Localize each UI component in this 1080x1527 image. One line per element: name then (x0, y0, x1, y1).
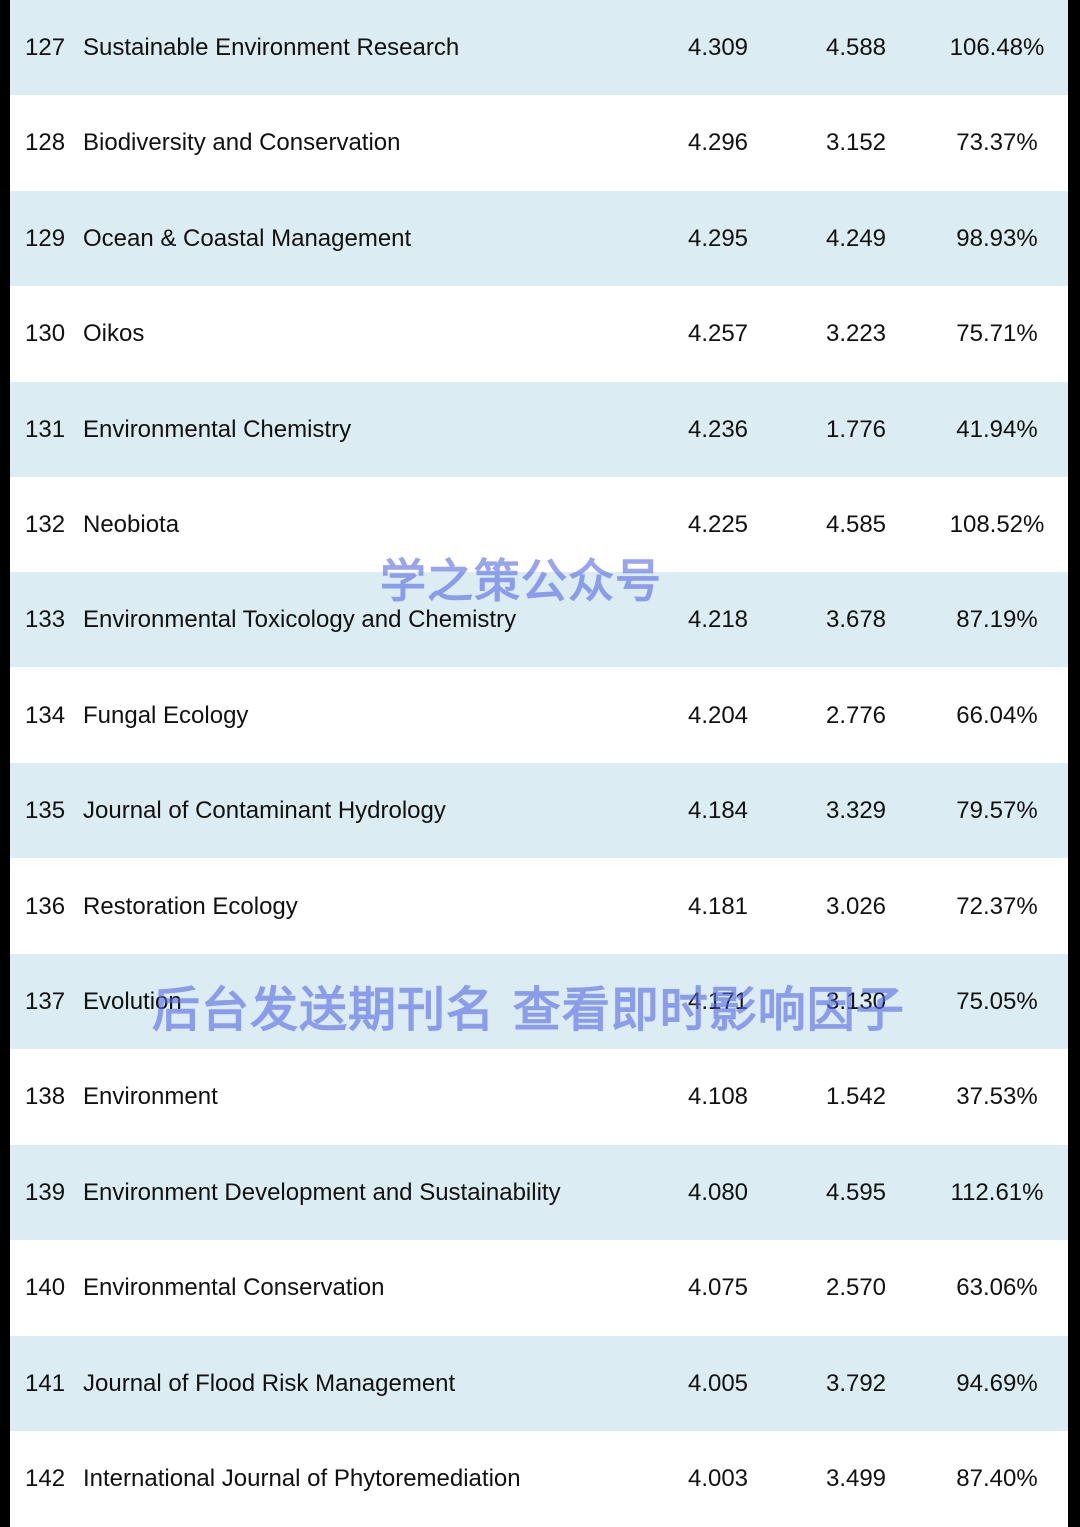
value-cell-2: 1.542 (825, 1083, 887, 1110)
table-row: 141 Journal of Flood Risk Management 4.005… (10, 1336, 1068, 1431)
journal-name-cell: Neobiota (83, 511, 180, 538)
journal-name-cell: Journal of Contaminant Hydrology (83, 797, 446, 824)
value-cell-2: 3.223 (825, 320, 887, 347)
journal-name-cell: Environment Development and Sustainabili… (83, 1179, 561, 1206)
rank-cell: 140 (25, 1274, 66, 1301)
value-cell-1: 4.108 (687, 1083, 749, 1110)
table-row: 142 International Journal of Phytoremedia… (10, 1431, 1068, 1526)
value-cell-1: 4.296 (687, 129, 749, 156)
percent-cell: 66.04% (956, 702, 1038, 729)
journal-name-cell: Restoration Ecology (83, 893, 298, 920)
percent-cell: 75.71% (956, 320, 1038, 347)
table-row: 131 Environmental Chemistry 4.236 1.776 41.9… (10, 382, 1068, 477)
table-row: 132 Neobiota 4.225 4.585 108.52% (10, 477, 1068, 572)
table-row: 130 Oikos 4.257 3.223 75.71% (10, 286, 1068, 381)
value-cell-1: 4.295 (687, 225, 749, 252)
value-cell-2: 4.249 (825, 225, 887, 252)
rank-cell: 142 (25, 1465, 66, 1492)
table-row: 133 Environmental Toxicology and Chemistr… (10, 572, 1068, 667)
value-cell-2: 3.026 (825, 893, 887, 920)
value-cell-1: 4.225 (687, 511, 749, 538)
journal-name-cell: Ocean & Coastal Management (83, 225, 412, 252)
rank-cell: 138 (25, 1083, 66, 1110)
journal-table: 127 Sustainable Environment Research 4.309… (10, 0, 1068, 1527)
journal-name-cell: Environmental Conservation (83, 1274, 385, 1301)
percent-cell: 106.48% (949, 34, 1045, 61)
table-row: 127 Sustainable Environment Research 4.309… (10, 0, 1068, 95)
table-row: 136 Restoration Ecology 4.181 3.026 72.37% (10, 859, 1068, 954)
value-cell-1: 4.075 (687, 1274, 749, 1301)
percent-cell: 73.37% (956, 129, 1038, 156)
table-row: 137 Evolution 4.171 3.130 75.05% (10, 954, 1068, 1049)
value-cell-2: 4.595 (825, 1179, 887, 1206)
table-row: 140 Environmental Conservation 4.075 2.570 6… (10, 1240, 1068, 1335)
percent-cell: 87.19% (956, 606, 1038, 633)
value-cell-1: 4.257 (687, 320, 749, 347)
percent-cell: 41.94% (956, 416, 1038, 443)
percent-cell: 108.52% (949, 511, 1045, 538)
table-row: 129 Ocean & Coastal Management 4.295 4.249 9… (10, 191, 1068, 286)
percent-cell: 112.61% (950, 1179, 1044, 1206)
percent-cell: 63.06% (956, 1274, 1038, 1301)
rank-cell: 134 (25, 702, 66, 729)
rank-cell: 136 (25, 893, 66, 920)
value-cell-1: 4.236 (687, 416, 749, 443)
rank-cell: 139 (25, 1179, 66, 1206)
value-cell-2: 3.152 (825, 129, 887, 156)
value-cell-1: 4.003 (687, 1465, 749, 1492)
value-cell-1: 4.218 (687, 606, 749, 633)
value-cell-2: 1.776 (825, 416, 887, 443)
journal-name-cell: Oikos (83, 320, 145, 347)
value-cell-1: 4.204 (687, 702, 749, 729)
rank-cell: 128 (25, 129, 66, 156)
rank-cell: 133 (25, 606, 66, 633)
table-row: 134 Fungal Ecology 4.204 2.776 66.04% (10, 668, 1068, 763)
percent-cell: 79.57% (956, 797, 1038, 824)
table-row: 139 Environment Development and Sustainab… (10, 1145, 1068, 1240)
table-row: 138 Environment 4.108 1.542 37.53% (10, 1049, 1068, 1144)
value-cell-1: 4.309 (687, 34, 749, 61)
journal-name-cell: Sustainable Environment Research (83, 34, 460, 61)
value-cell-2: 4.588 (825, 34, 887, 61)
value-cell-1: 4.181 (687, 893, 749, 920)
value-cell-1: 4.005 (687, 1370, 749, 1397)
journal-name-cell: Fungal Ecology (83, 702, 249, 729)
value-cell-2: 3.499 (825, 1465, 887, 1492)
value-cell-2: 3.678 (825, 606, 887, 633)
value-cell-2: 3.792 (825, 1370, 887, 1397)
rank-cell: 131 (25, 416, 66, 443)
percent-cell: 75.05% (956, 988, 1038, 1015)
percent-cell: 94.69% (956, 1370, 1038, 1397)
journal-name-cell: Evolution (83, 988, 182, 1015)
percent-cell: 72.37% (956, 893, 1038, 920)
percent-cell: 87.40% (956, 1465, 1038, 1492)
table-row: 135 Journal of Contaminant Hydrology 4.184… (10, 763, 1068, 858)
rank-cell: 132 (25, 511, 66, 538)
rank-cell: 127 (25, 34, 66, 61)
rank-cell: 137 (25, 988, 66, 1015)
value-cell-1: 4.184 (687, 797, 749, 824)
rank-cell: 129 (25, 225, 66, 252)
value-cell-2: 3.329 (825, 797, 887, 824)
rank-cell: 130 (25, 320, 66, 347)
table-row: 128 Biodiversity and Conservation 4.296 3.1… (10, 95, 1068, 190)
journal-name-cell: Environmental Toxicology and Chemistry (83, 606, 517, 633)
journal-name-cell: International Journal of Phytoremediatio… (83, 1465, 521, 1492)
percent-cell: 98.93% (956, 225, 1038, 252)
rank-cell: 135 (25, 797, 66, 824)
value-cell-2: 2.570 (825, 1274, 887, 1301)
value-cell-2: 3.130 (825, 988, 887, 1015)
journal-name-cell: Environment (83, 1083, 218, 1110)
journal-name-cell: Biodiversity and Conservation (83, 129, 401, 156)
rank-cell: 141 (25, 1370, 66, 1397)
journal-name-cell: Journal of Flood Risk Management (83, 1370, 456, 1397)
value-cell-1: 4.080 (687, 1179, 749, 1206)
percent-cell: 37.53% (956, 1083, 1038, 1110)
journal-name-cell: Environmental Chemistry (83, 416, 352, 443)
value-cell-2: 4.585 (825, 511, 887, 538)
value-cell-2: 2.776 (825, 702, 887, 729)
value-cell-1: 4.171 (687, 988, 749, 1015)
